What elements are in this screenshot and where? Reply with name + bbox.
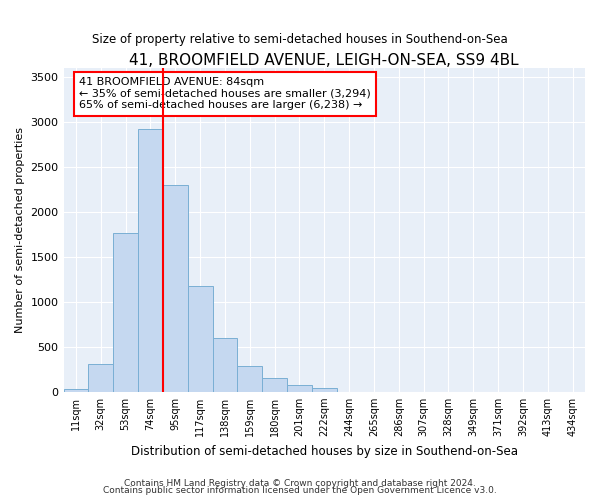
- Bar: [238, 366, 262, 392]
- Bar: [212, 338, 238, 392]
- X-axis label: Distribution of semi-detached houses by size in Southend-on-Sea: Distribution of semi-detached houses by …: [131, 444, 518, 458]
- Text: Contains public sector information licensed under the Open Government Licence v3: Contains public sector information licen…: [103, 486, 497, 495]
- Text: Contains HM Land Registry data © Crown copyright and database right 2024.: Contains HM Land Registry data © Crown c…: [124, 478, 476, 488]
- Bar: [163, 184, 188, 392]
- Bar: [64, 389, 88, 392]
- Title: 41, BROOMFIELD AVENUE, LEIGH-ON-SEA, SS9 4BL: 41, BROOMFIELD AVENUE, LEIGH-ON-SEA, SS9…: [130, 52, 519, 68]
- Text: Size of property relative to semi-detached houses in Southend-on-Sea: Size of property relative to semi-detach…: [92, 32, 508, 46]
- Bar: [188, 286, 212, 392]
- Bar: [262, 378, 287, 392]
- Bar: [312, 388, 337, 392]
- Bar: [113, 234, 138, 392]
- Bar: [138, 129, 163, 392]
- Y-axis label: Number of semi-detached properties: Number of semi-detached properties: [15, 126, 25, 332]
- Text: 41 BROOMFIELD AVENUE: 84sqm
← 35% of semi-detached houses are smaller (3,294)
65: 41 BROOMFIELD AVENUE: 84sqm ← 35% of sem…: [79, 77, 371, 110]
- Bar: [287, 385, 312, 392]
- Bar: [88, 364, 113, 392]
